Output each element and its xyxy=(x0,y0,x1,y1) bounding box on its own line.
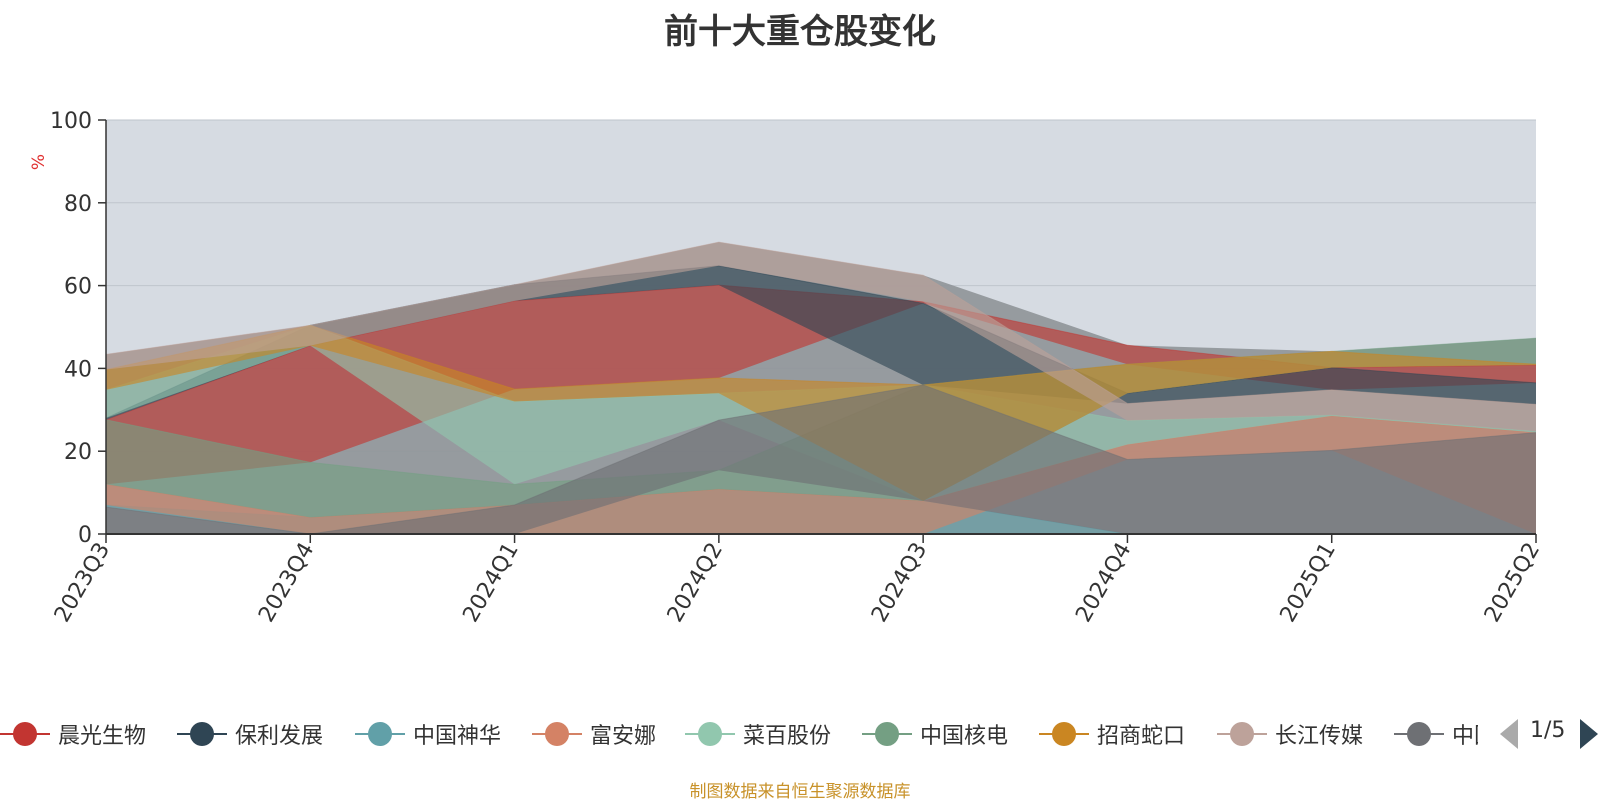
y-tick-label: 20 xyxy=(64,440,92,465)
legend-label: 中国核电 xyxy=(920,724,1009,749)
series-area-8 xyxy=(106,384,1536,534)
legend-items: 晨光生物 保利发展 中国神华 富安娜 菜百股份 中国核电 招商蛇口 长江传媒 中国平安 xyxy=(0,716,1478,752)
legend-marker-icon xyxy=(862,722,912,746)
legend-label: 中国神华 xyxy=(413,724,502,749)
legend-marker-icon xyxy=(355,722,405,746)
y-tick-label: 100 xyxy=(50,109,92,134)
legend-label: 保利发展 xyxy=(235,724,324,749)
y-tick-label: 60 xyxy=(64,275,92,300)
legend-pager: 1/5 xyxy=(1498,716,1600,752)
legend-item[interactable]: 长江传媒 xyxy=(1217,716,1363,752)
legend: 晨光生物 保利发展 中国神华 富安娜 菜百股份 中国核电 招商蛇口 长江传媒 中国平安 1/5 xyxy=(0,716,1600,752)
legend-item[interactable]: 中国核电 xyxy=(862,716,1008,752)
y-tick-label: 80 xyxy=(64,192,92,217)
legend-item[interactable]: 保利发展 xyxy=(177,716,323,752)
series-area-3 xyxy=(106,416,1536,534)
chart-plot: 0 20 40 60 80 100 2023Q3 2023Q4 2024Q1 2024Q2 2024… xyxy=(29,109,1545,627)
legend-label: 菜百股份 xyxy=(743,724,832,749)
series-line-7 xyxy=(106,241,1536,405)
legend-label: 中国平安 xyxy=(1452,724,1478,749)
x-tick-label: 2025Q2 xyxy=(1480,539,1545,627)
series-area-7 xyxy=(106,242,1536,432)
legend-marker-icon xyxy=(177,722,227,746)
x-tick-label: 2023Q4 xyxy=(254,539,319,627)
legend-item[interactable]: 中国神华 xyxy=(355,716,501,752)
legend-next-page-button[interactable] xyxy=(1580,719,1598,749)
series-layer xyxy=(106,241,1536,534)
legend-marker-icon xyxy=(685,722,735,746)
legend-prev-page-button[interactable] xyxy=(1500,719,1518,749)
x-tick-label: 2024Q2 xyxy=(663,539,728,627)
legend-marker-icon xyxy=(532,722,582,746)
legend-marker-icon xyxy=(0,722,50,746)
legend-item[interactable]: 中国平安 xyxy=(1394,716,1478,752)
legend-marker-icon xyxy=(1394,722,1444,746)
legend-page-indicator: 1/5 xyxy=(1530,718,1566,743)
legend-item[interactable]: 富安娜 xyxy=(532,716,656,752)
legend-marker-icon xyxy=(1039,722,1089,746)
x-tick-label: 2025Q1 xyxy=(1276,539,1341,627)
legend-item[interactable]: 晨光生物 xyxy=(0,716,146,752)
data-source-note: 制图数据来自恒生聚源数据库 xyxy=(689,782,911,802)
x-tick-label: 2023Q3 xyxy=(50,539,115,627)
legend-label: 招商蛇口 xyxy=(1097,724,1186,749)
legend-label: 富安娜 xyxy=(590,724,657,749)
legend-item[interactable]: 招商蛇口 xyxy=(1039,716,1185,752)
y-tick-label: 0 xyxy=(78,523,92,548)
x-tick-label: 2024Q4 xyxy=(1071,539,1136,627)
series-line-8 xyxy=(106,384,1536,534)
legend-label: 长江传媒 xyxy=(1275,724,1364,749)
chart-title: 前十大重仓股变化 xyxy=(664,12,936,52)
legend-label: 晨光生物 xyxy=(58,724,147,749)
legend-marker-icon xyxy=(1217,722,1267,746)
x-tick-label: 2024Q3 xyxy=(867,539,932,627)
y-axis-unit: % xyxy=(29,154,49,170)
legend-item[interactable]: 菜百股份 xyxy=(685,716,831,752)
series-area-0 xyxy=(106,285,1536,485)
x-tick-label: 2024Q1 xyxy=(458,539,523,627)
y-tick-label: 40 xyxy=(64,357,92,382)
